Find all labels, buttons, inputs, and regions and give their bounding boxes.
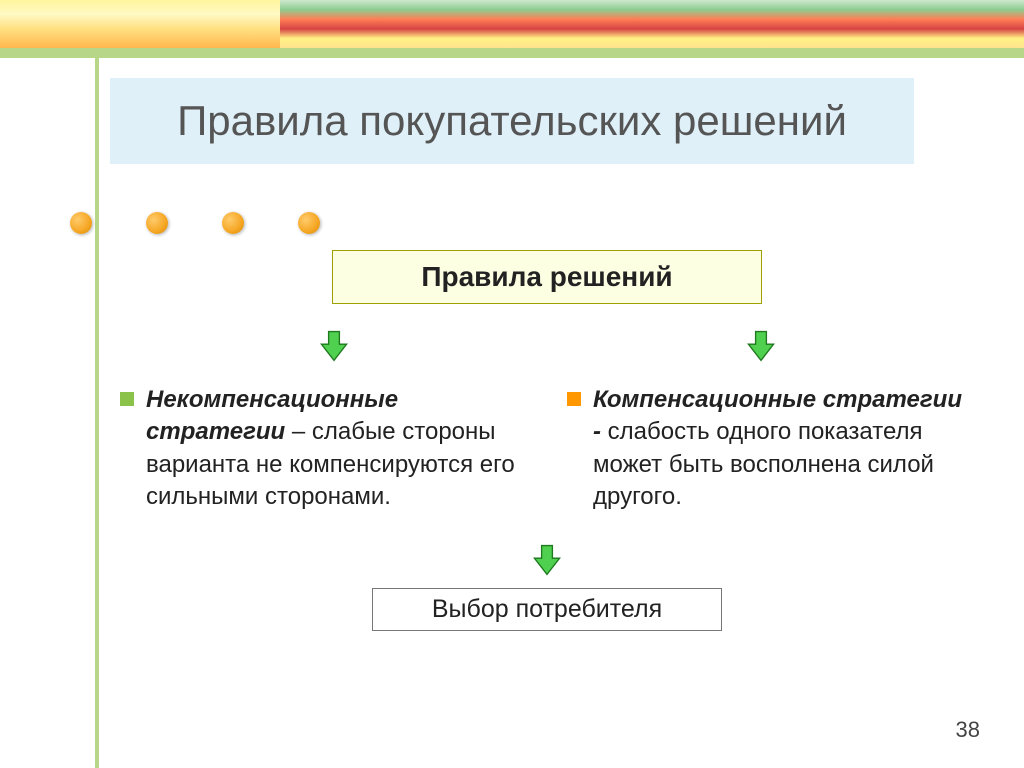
choice-box: Выбор потребителя — [372, 588, 722, 631]
dot-icon — [222, 212, 244, 234]
dot-icon — [70, 212, 92, 234]
arrow-path — [534, 545, 559, 574]
content-area: Правила решений Некомпенсационные страте… — [120, 250, 974, 631]
columns: Некомпенсационные стратегии – слабые сто… — [120, 384, 974, 514]
page-number: 38 — [956, 717, 980, 743]
left-text: Некомпенсационные стратегии – слабые сто… — [146, 384, 527, 514]
center-arrow-row — [120, 542, 974, 578]
green-divider — [0, 48, 1024, 58]
arrow-down-icon — [316, 328, 352, 364]
left-column: Некомпенсационные стратегии – слабые сто… — [120, 384, 527, 514]
top-bar-left — [0, 0, 280, 48]
title-box: Правила покупательских решений — [110, 78, 914, 164]
right-text: Компенсационные стратегии - слабость одн… — [593, 384, 974, 514]
arrow-down-icon — [743, 328, 779, 364]
dot-icon — [146, 212, 168, 234]
bullet-icon — [120, 392, 134, 406]
arrows-row — [120, 328, 974, 364]
top-bar-right — [280, 0, 1024, 48]
arrow-path — [748, 332, 773, 361]
bullet-icon — [567, 392, 581, 406]
arrow-path — [321, 332, 346, 361]
rules-box: Правила решений — [332, 250, 762, 304]
arrow-down-icon — [529, 542, 565, 578]
dot-icon — [298, 212, 320, 234]
decorative-dots — [70, 212, 320, 234]
page-title: Правила покупательских решений — [130, 96, 894, 146]
right-column: Компенсационные стратегии - слабость одн… — [567, 384, 974, 514]
right-body: слабость одного показателя может быть во… — [593, 418, 934, 510]
decorative-top-bar — [0, 0, 1024, 48]
